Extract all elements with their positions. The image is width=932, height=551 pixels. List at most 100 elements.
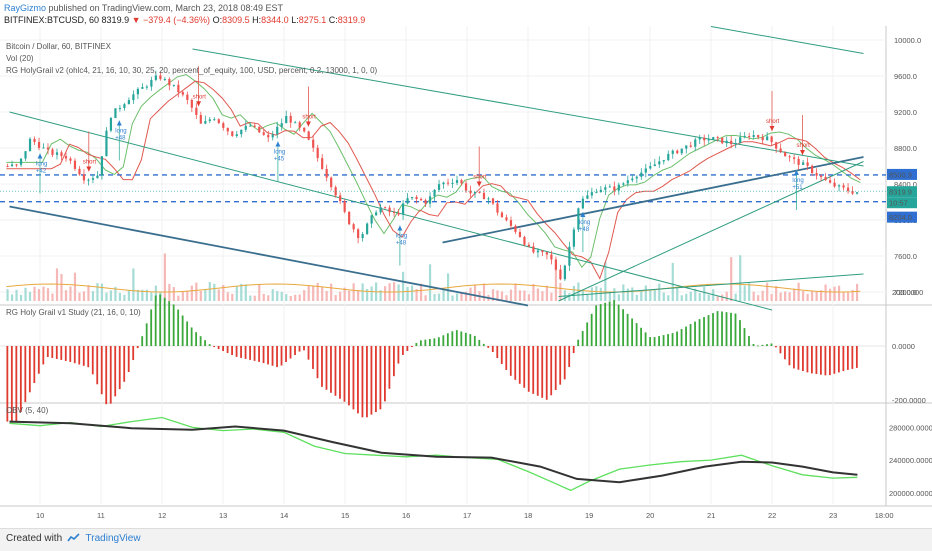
study-bar	[109, 346, 112, 404]
candle-body	[828, 180, 832, 183]
candle-body	[446, 182, 450, 184]
volume-bar	[775, 286, 778, 301]
volume-bar	[28, 292, 32, 301]
price-tick-label: 9200.0	[894, 108, 917, 117]
chart-area[interactable]: long+42shortlong+48shortlong+45shortlong…	[0, 26, 932, 528]
volume-bar	[271, 289, 274, 301]
volume-bar	[55, 268, 59, 301]
study-bar	[150, 309, 153, 346]
study-bar	[60, 346, 63, 360]
candle-body	[815, 173, 818, 176]
volume-bar	[779, 292, 782, 301]
study-tick-label: -200.0000	[892, 396, 926, 405]
price-tag	[887, 186, 917, 198]
study-bar	[500, 346, 503, 364]
volume-legend: Vol (20)	[6, 54, 34, 63]
candle-body	[406, 198, 409, 204]
volume-bar	[806, 293, 809, 301]
candle-body	[617, 184, 620, 191]
study-bar	[217, 346, 220, 350]
study-bar	[712, 313, 714, 346]
volume-bar	[824, 284, 827, 301]
volume-bar	[707, 294, 710, 301]
obv-pane[interactable]	[0, 404, 886, 504]
volume-bar	[24, 287, 27, 301]
tradingview-brand[interactable]: TradingView	[85, 533, 141, 544]
study-bar	[424, 339, 427, 346]
candle-body	[181, 92, 184, 95]
candle-body	[545, 252, 549, 255]
study-bar	[644, 332, 647, 346]
study-bar	[698, 319, 701, 346]
volume-bar	[698, 292, 701, 301]
volume-bar	[105, 292, 108, 301]
candle-body	[662, 160, 665, 162]
study-bar	[330, 346, 332, 393]
study-bar	[451, 331, 454, 346]
study-bar	[321, 346, 323, 387]
volume-bar	[518, 290, 522, 301]
volume-bar	[451, 295, 454, 301]
study-bar	[379, 346, 382, 410]
volume-bar	[532, 284, 535, 301]
volume-bar	[491, 289, 495, 301]
author-link[interactable]: RayGizmo	[4, 3, 47, 13]
study-bar	[10, 346, 13, 422]
candle-body	[339, 195, 342, 202]
candle-body	[491, 198, 495, 204]
study-bar	[509, 346, 512, 376]
volume-bar	[406, 286, 409, 301]
volume-bar	[828, 288, 832, 301]
study-bar	[819, 346, 822, 375]
obv-legend: OBV (5, 40)	[6, 406, 49, 415]
short-arrow-icon	[196, 101, 202, 107]
candle-body	[60, 152, 63, 157]
study-bar	[833, 346, 836, 374]
volume-bar	[662, 292, 665, 301]
low-value: 8275.1	[298, 15, 327, 25]
candle-body	[752, 135, 755, 137]
study-bar	[24, 346, 27, 403]
volume-bar	[622, 284, 625, 301]
time-tick-label: 11	[97, 511, 105, 520]
study-pane[interactable]	[0, 306, 886, 401]
candle-body	[586, 195, 589, 199]
candle-body	[779, 148, 782, 153]
volume-bar	[608, 291, 611, 301]
study-bar	[766, 344, 768, 346]
candle-body	[78, 168, 81, 175]
candle-body	[343, 201, 346, 212]
long-arrow-icon	[37, 153, 43, 159]
study-bar	[96, 346, 99, 385]
study-bar	[42, 346, 45, 365]
volume-bar	[509, 289, 513, 301]
volume-bar	[855, 283, 859, 301]
study-bar	[37, 346, 40, 374]
volume-bar	[599, 287, 602, 301]
volume-bar	[280, 291, 283, 301]
study-tick-label: 0.0000	[892, 342, 915, 351]
study-bar	[172, 304, 175, 346]
long-arrow-icon	[275, 141, 281, 147]
candle-body	[739, 137, 742, 143]
volume-bar	[748, 283, 751, 301]
candle-body	[132, 94, 135, 101]
long-profit: +48	[115, 136, 126, 142]
candle-body	[505, 217, 508, 221]
price-pane[interactable]	[0, 26, 886, 304]
candle-body	[379, 207, 382, 213]
volume-bar	[240, 283, 243, 301]
candle-body	[640, 172, 643, 177]
study-bar	[28, 346, 31, 393]
candle-body	[824, 177, 827, 181]
volume-bar	[150, 292, 153, 301]
volume-bar	[348, 290, 351, 301]
study-bar	[69, 346, 72, 362]
volume-bar	[64, 290, 68, 301]
volume-bar	[46, 288, 50, 301]
open-value: 8309.5	[222, 15, 250, 25]
study-bar	[419, 340, 422, 346]
study-bar	[685, 326, 687, 346]
volume-bar	[815, 291, 818, 301]
candle-body	[419, 199, 423, 201]
